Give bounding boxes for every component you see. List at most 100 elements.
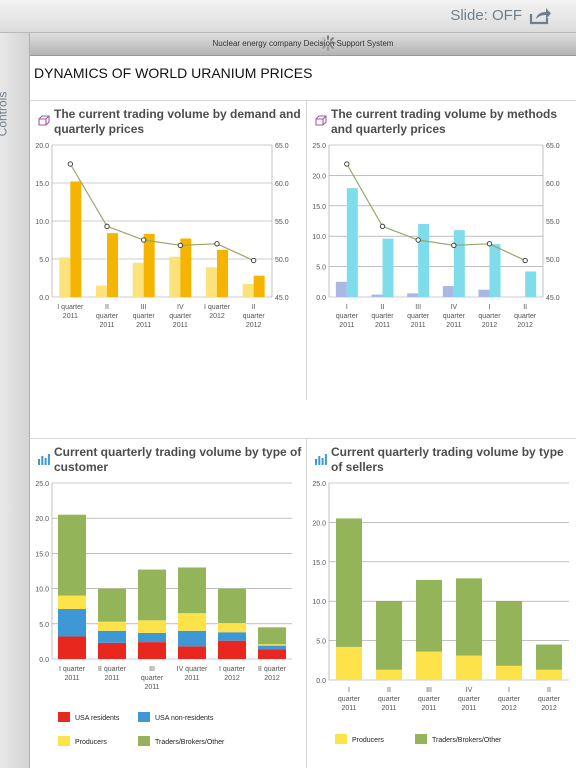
x-tick-label: II quarter 2011 <box>378 687 401 712</box>
bar <box>489 244 501 297</box>
price-point <box>104 223 110 229</box>
bar <box>180 238 192 297</box>
stacked-bar-segment <box>218 632 246 641</box>
x-tick-label: IV quarter 2011 <box>177 666 208 682</box>
bar <box>59 257 71 297</box>
x-tick-label: II quarter 2011 <box>96 304 119 329</box>
stacked-bar-segment <box>178 630 206 647</box>
x-tick-label: III quarter 2011 <box>418 687 441 712</box>
panel-title: Current quarterly trading volume by type… <box>54 445 302 474</box>
sellers-stacked-chart: 0.0 5.0 10.0 15.0 20.0 25.0 I quarter 2011 II quar… <box>312 481 569 744</box>
y-tick-label: 10.0 <box>35 219 49 226</box>
legend-label: Traders/Brokers/Other <box>155 739 225 746</box>
panel-customer: Current quarterly trading volume by type… <box>30 438 306 769</box>
price-point <box>344 161 350 167</box>
bar <box>143 233 155 297</box>
y-tick-label: 20.0 <box>35 143 49 150</box>
price-point <box>67 161 73 167</box>
price-point <box>251 257 257 264</box>
bar <box>96 285 107 297</box>
y-tick-label: 0.0 <box>39 295 49 302</box>
y-tick-label: 0.0 <box>39 657 49 664</box>
bar-chart-icon <box>38 454 50 465</box>
y-tick-label: 5.0 <box>39 257 49 264</box>
stacked-bar-segment <box>98 642 126 659</box>
legend-swatch <box>58 712 70 722</box>
x-tick-label: II quarter 2011 <box>98 666 127 682</box>
stacked-bar-segment <box>98 621 126 631</box>
stacked-bar-segment <box>138 620 166 633</box>
y-tick-label: 25.0 <box>35 481 49 488</box>
stacked-bar-segment <box>218 588 246 624</box>
y2-tick-label: 50.0 <box>275 257 289 264</box>
x-tick-label: III quarter 2011 <box>407 304 430 329</box>
bar <box>253 275 265 297</box>
top-toolbar: Slide: OFF <box>0 0 576 33</box>
stacked-bar-segment <box>258 627 286 645</box>
stacked-bar-segment <box>456 578 482 656</box>
x-tick-label: I quarter 2012 <box>219 666 246 682</box>
x-tick-label: I quarter 2011 <box>59 666 86 682</box>
bar <box>346 188 358 297</box>
stacked-bar-segment <box>138 569 166 621</box>
stacked-bar-segment <box>178 613 206 631</box>
bar <box>453 230 465 297</box>
price-line <box>346 163 526 262</box>
panel-methods: The current trading volume by methods an… <box>307 100 576 401</box>
y-tick-label: 25.0 <box>312 143 326 150</box>
price-point <box>141 237 147 243</box>
cube-icon <box>38 115 50 126</box>
slide-toggle-button[interactable]: Slide: OFF <box>450 7 522 24</box>
legend-label: USA residents <box>75 715 120 722</box>
price-point <box>415 237 421 243</box>
y2-tick-label: 60.0 <box>546 181 560 188</box>
x-tick-label: II quarter 2012 <box>538 687 561 712</box>
bar <box>478 289 490 297</box>
legend-label: USA non-residents <box>155 715 214 722</box>
y-tick-label: 15.0 <box>312 204 326 211</box>
y2-tick-label: 45.0 <box>546 295 560 302</box>
x-tick-label: II quarter 2012 <box>258 666 287 682</box>
x-tick-label: II quarter 2011 <box>371 304 394 329</box>
bar <box>206 267 217 297</box>
y2-tick-label: 60.0 <box>275 181 289 188</box>
share-icon[interactable] <box>528 6 552 26</box>
stacked-bar-segment <box>258 644 286 646</box>
legend-swatch <box>335 734 347 744</box>
price-point <box>486 241 493 247</box>
y2-tick-label: 65.0 <box>546 143 560 150</box>
panel-divider <box>306 100 307 400</box>
panel-divider <box>306 438 307 768</box>
controls-sidebar[interactable]: Controls <box>0 33 30 768</box>
x-tick-label: III quarter 2011 <box>133 304 156 329</box>
panel-demand: The current trading volume by demand and… <box>30 100 306 401</box>
bar <box>242 284 254 297</box>
x-tick-label: II quarter 2012 <box>243 304 266 329</box>
y2-tick-label: 50.0 <box>546 257 560 264</box>
x-tick-label: IV quarter 2011 <box>458 687 481 712</box>
price-point <box>379 223 386 229</box>
stacked-bar-segment <box>58 514 86 596</box>
controls-tab[interactable]: Controls <box>0 85 28 145</box>
x-tick-label: IV quarter 2011 <box>169 304 192 329</box>
price-point <box>522 257 528 264</box>
stacked-bar-segment <box>416 651 442 680</box>
legend-label: Producers <box>75 739 107 746</box>
legend-label: Producers <box>352 737 384 744</box>
stacked-bar-segment <box>138 632 166 643</box>
y-tick-label: 10.0 <box>35 587 49 594</box>
legend-swatch <box>58 736 70 746</box>
y-tick-label: 5.0 <box>316 639 326 646</box>
y2-tick-label: 55.0 <box>546 219 560 226</box>
stacked-bar-segment <box>218 623 246 633</box>
system-title: Nuclear energy company Decision Support … <box>212 39 394 48</box>
stacked-bar-segment <box>178 646 206 659</box>
page-title: DYNAMICS OF WORLD URANIUM PRICES <box>34 65 313 81</box>
y-tick-label: 0.0 <box>316 678 326 685</box>
legend-swatch <box>415 734 427 744</box>
controls-label: Controls <box>0 91 10 137</box>
